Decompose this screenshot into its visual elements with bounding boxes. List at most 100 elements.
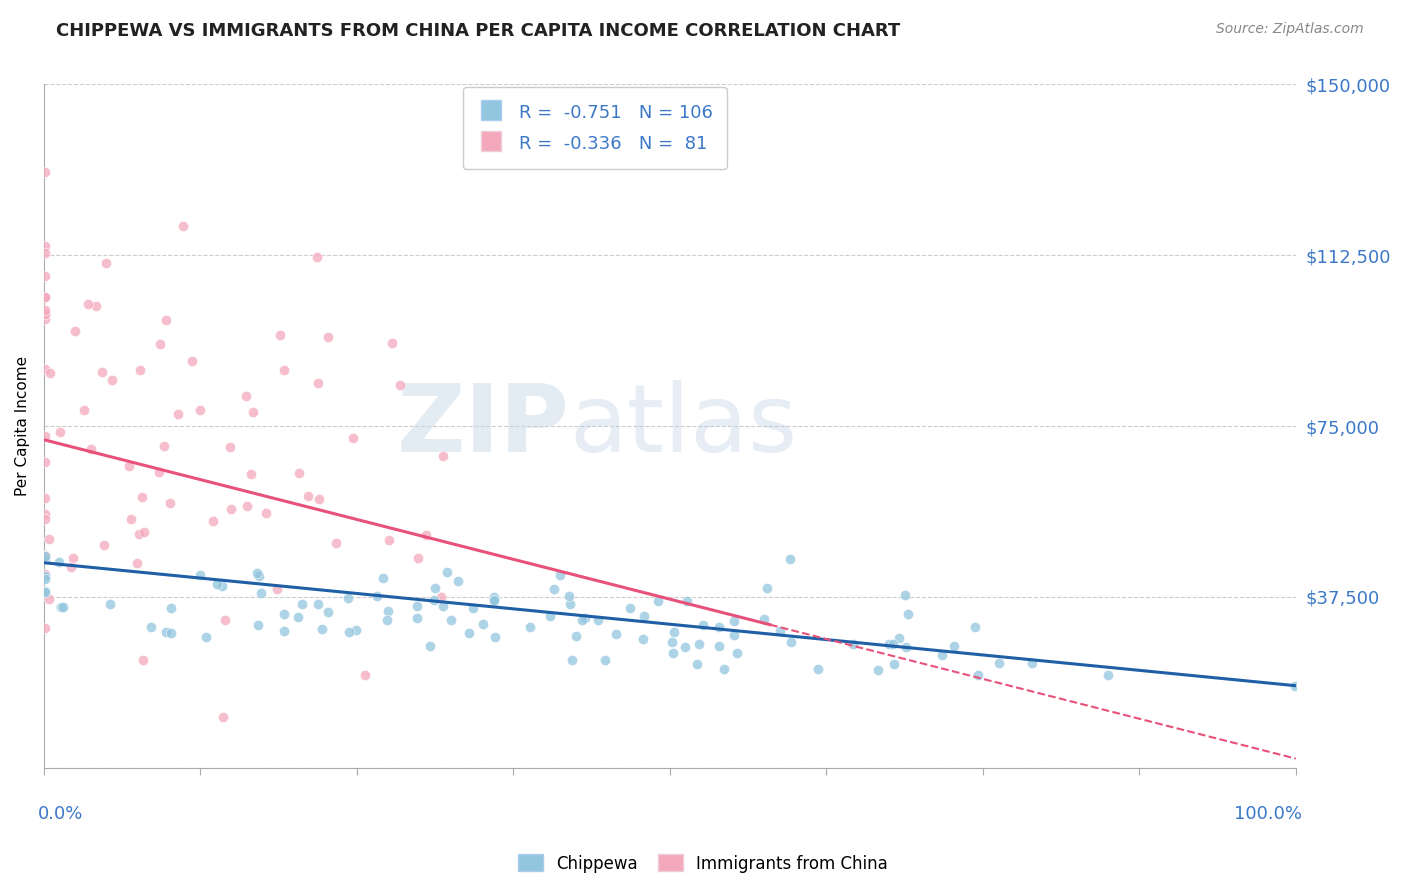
Point [141,620,163,634]
Point [219,502,242,516]
Point [406,551,429,566]
Point [558,597,581,611]
Point [723,614,745,628]
Point [195,630,218,644]
Point [273,607,295,621]
Point [550,568,572,582]
Point [1284,679,1306,693]
Point [34,362,56,376]
Point [633,609,655,624]
Point [779,551,801,566]
Point [153,439,176,453]
Point [769,624,792,638]
Point [307,376,329,390]
Point [246,566,269,581]
Point [34,552,56,566]
Point [38,592,60,607]
Point [34,508,56,522]
Point [307,597,329,611]
Point [34,290,56,304]
Point [132,524,155,539]
Point [415,528,437,542]
Point [205,577,228,591]
Point [723,628,745,642]
Point [519,620,541,634]
Point [131,490,153,504]
Legend: R =  -0.751   N = 106, R =  -0.336   N =  81: R = -0.751 N = 106, R = -0.336 N = 81 [463,87,727,169]
Point [127,556,149,570]
Point [484,630,506,644]
Point [894,588,917,602]
Point [707,639,730,653]
Point [297,489,319,503]
Point [39,366,62,380]
Point [172,219,194,233]
Point [34,569,56,583]
Point [188,403,211,417]
Point [34,621,56,635]
Point [34,239,56,253]
Point [34,246,56,260]
Point [311,622,333,636]
Text: Source: ZipAtlas.com: Source: ZipAtlas.com [1216,22,1364,37]
Point [482,592,505,607]
Point [931,648,953,662]
Point [780,635,803,649]
Point [129,363,152,377]
Point [673,640,696,655]
Point [211,579,233,593]
Point [59,559,82,574]
Point [34,512,56,526]
Point [337,624,360,639]
Point [755,581,778,595]
Point [167,407,190,421]
Point [676,594,699,608]
Point [308,492,330,507]
Text: 0.0%: 0.0% [38,805,83,823]
Point [155,624,177,639]
Point [236,499,259,513]
Point [574,610,596,624]
Point [375,613,398,627]
Point [593,653,616,667]
Text: atlas: atlas [569,380,799,472]
Point [686,657,709,671]
Point [388,378,411,392]
Point [287,609,309,624]
Point [247,569,270,583]
Point [425,581,447,595]
Point [34,268,56,283]
Point [34,290,56,304]
Legend: Chippewa, Immigrants from China: Chippewa, Immigrants from China [512,847,894,880]
Point [877,637,900,651]
Point [538,608,561,623]
Point [34,567,56,582]
Point [273,624,295,639]
Point [419,639,441,653]
Point [436,565,458,579]
Point [79,442,101,456]
Point [34,302,56,317]
Point [128,526,150,541]
Point [269,328,291,343]
Point [159,495,181,509]
Text: ZIP: ZIP [396,380,569,472]
Point [558,589,581,603]
Point [160,626,183,640]
Point [34,491,56,505]
Point [34,306,56,320]
Point [366,589,388,603]
Point [406,599,429,613]
Point [214,613,236,627]
Point [288,467,311,481]
Point [381,335,404,350]
Point [91,365,114,379]
Point [344,623,367,637]
Point [565,630,588,644]
Point [894,640,917,655]
Point [242,405,264,419]
Point [713,662,735,676]
Point [34,312,56,326]
Point [943,639,966,653]
Point [692,618,714,632]
